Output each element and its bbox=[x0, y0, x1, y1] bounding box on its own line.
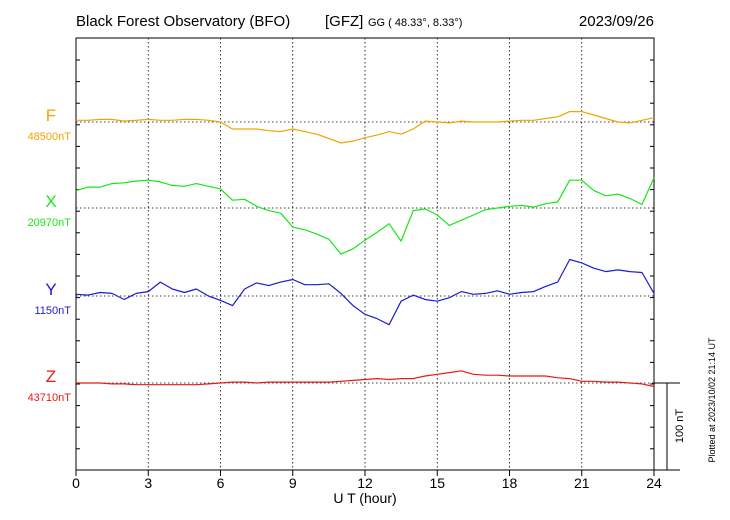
x-tick-label: 6 bbox=[217, 475, 225, 491]
x-tick-label: 18 bbox=[502, 475, 518, 491]
x-tick-label: 24 bbox=[646, 475, 662, 491]
x-tick-label: 15 bbox=[429, 475, 445, 491]
component-label-x: X bbox=[45, 192, 56, 211]
x-axis-ticks: 0 3 6 9 12 15 18 21 24 bbox=[72, 59, 662, 491]
chart-title-coords: GG ( 48.33°, 8.33°) bbox=[368, 17, 462, 29]
baselines bbox=[76, 121, 654, 384]
x-tick-label: 9 bbox=[289, 475, 297, 491]
baseline-value-y: 1150nT bbox=[35, 305, 72, 317]
component-label-z: Z bbox=[46, 367, 56, 386]
plotted-timestamp: Plotted at 2023/10/02 21:14 UT bbox=[707, 337, 717, 463]
series-line-y bbox=[75, 258, 655, 326]
x-tick-label: 3 bbox=[144, 475, 152, 491]
x-tick-label: 0 bbox=[72, 475, 80, 491]
x-tick-label: 21 bbox=[574, 475, 590, 491]
scale-bar-label: 100 nT bbox=[674, 409, 686, 444]
baseline-value-x: 20970nT bbox=[28, 217, 72, 229]
component-label-f: F bbox=[46, 106, 56, 125]
x-axis-label: U T (hour) bbox=[333, 490, 396, 506]
series-line-x bbox=[75, 177, 655, 255]
x-tick-label: 12 bbox=[357, 475, 373, 491]
chart-title-date: 2023/09/26 bbox=[579, 13, 654, 30]
scale-bar: 100 nT bbox=[654, 382, 686, 471]
baseline-value-z: 43710nT bbox=[28, 392, 72, 404]
series-line-z bbox=[76, 370, 655, 388]
chart-title-station: Black Forest Observatory (BFO) bbox=[76, 13, 290, 30]
series-line-f bbox=[76, 110, 655, 144]
series-lines bbox=[75, 110, 655, 388]
chart-title-agency: [GFZ] bbox=[325, 13, 363, 30]
baseline-value-f: 48500nT bbox=[28, 131, 72, 143]
grid bbox=[147, 38, 583, 470]
component-label-y: Y bbox=[45, 280, 56, 299]
component-labels: F 48500nT X 20970nT Y 1150nT Z 43710nT bbox=[28, 106, 72, 404]
